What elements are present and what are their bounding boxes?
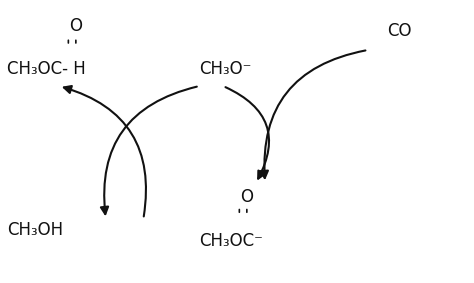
FancyArrowPatch shape xyxy=(226,87,269,179)
Text: O: O xyxy=(69,17,82,35)
Text: CH₃O⁻: CH₃O⁻ xyxy=(200,60,252,78)
Text: CH₃OC- H: CH₃OC- H xyxy=(8,60,86,78)
Text: O: O xyxy=(240,188,253,206)
Text: CH₃OC⁻: CH₃OC⁻ xyxy=(200,232,264,250)
FancyArrowPatch shape xyxy=(101,87,197,214)
FancyArrowPatch shape xyxy=(64,86,146,216)
Text: CO: CO xyxy=(387,22,411,40)
Text: CH₃OH: CH₃OH xyxy=(8,221,64,239)
FancyArrowPatch shape xyxy=(261,50,365,178)
